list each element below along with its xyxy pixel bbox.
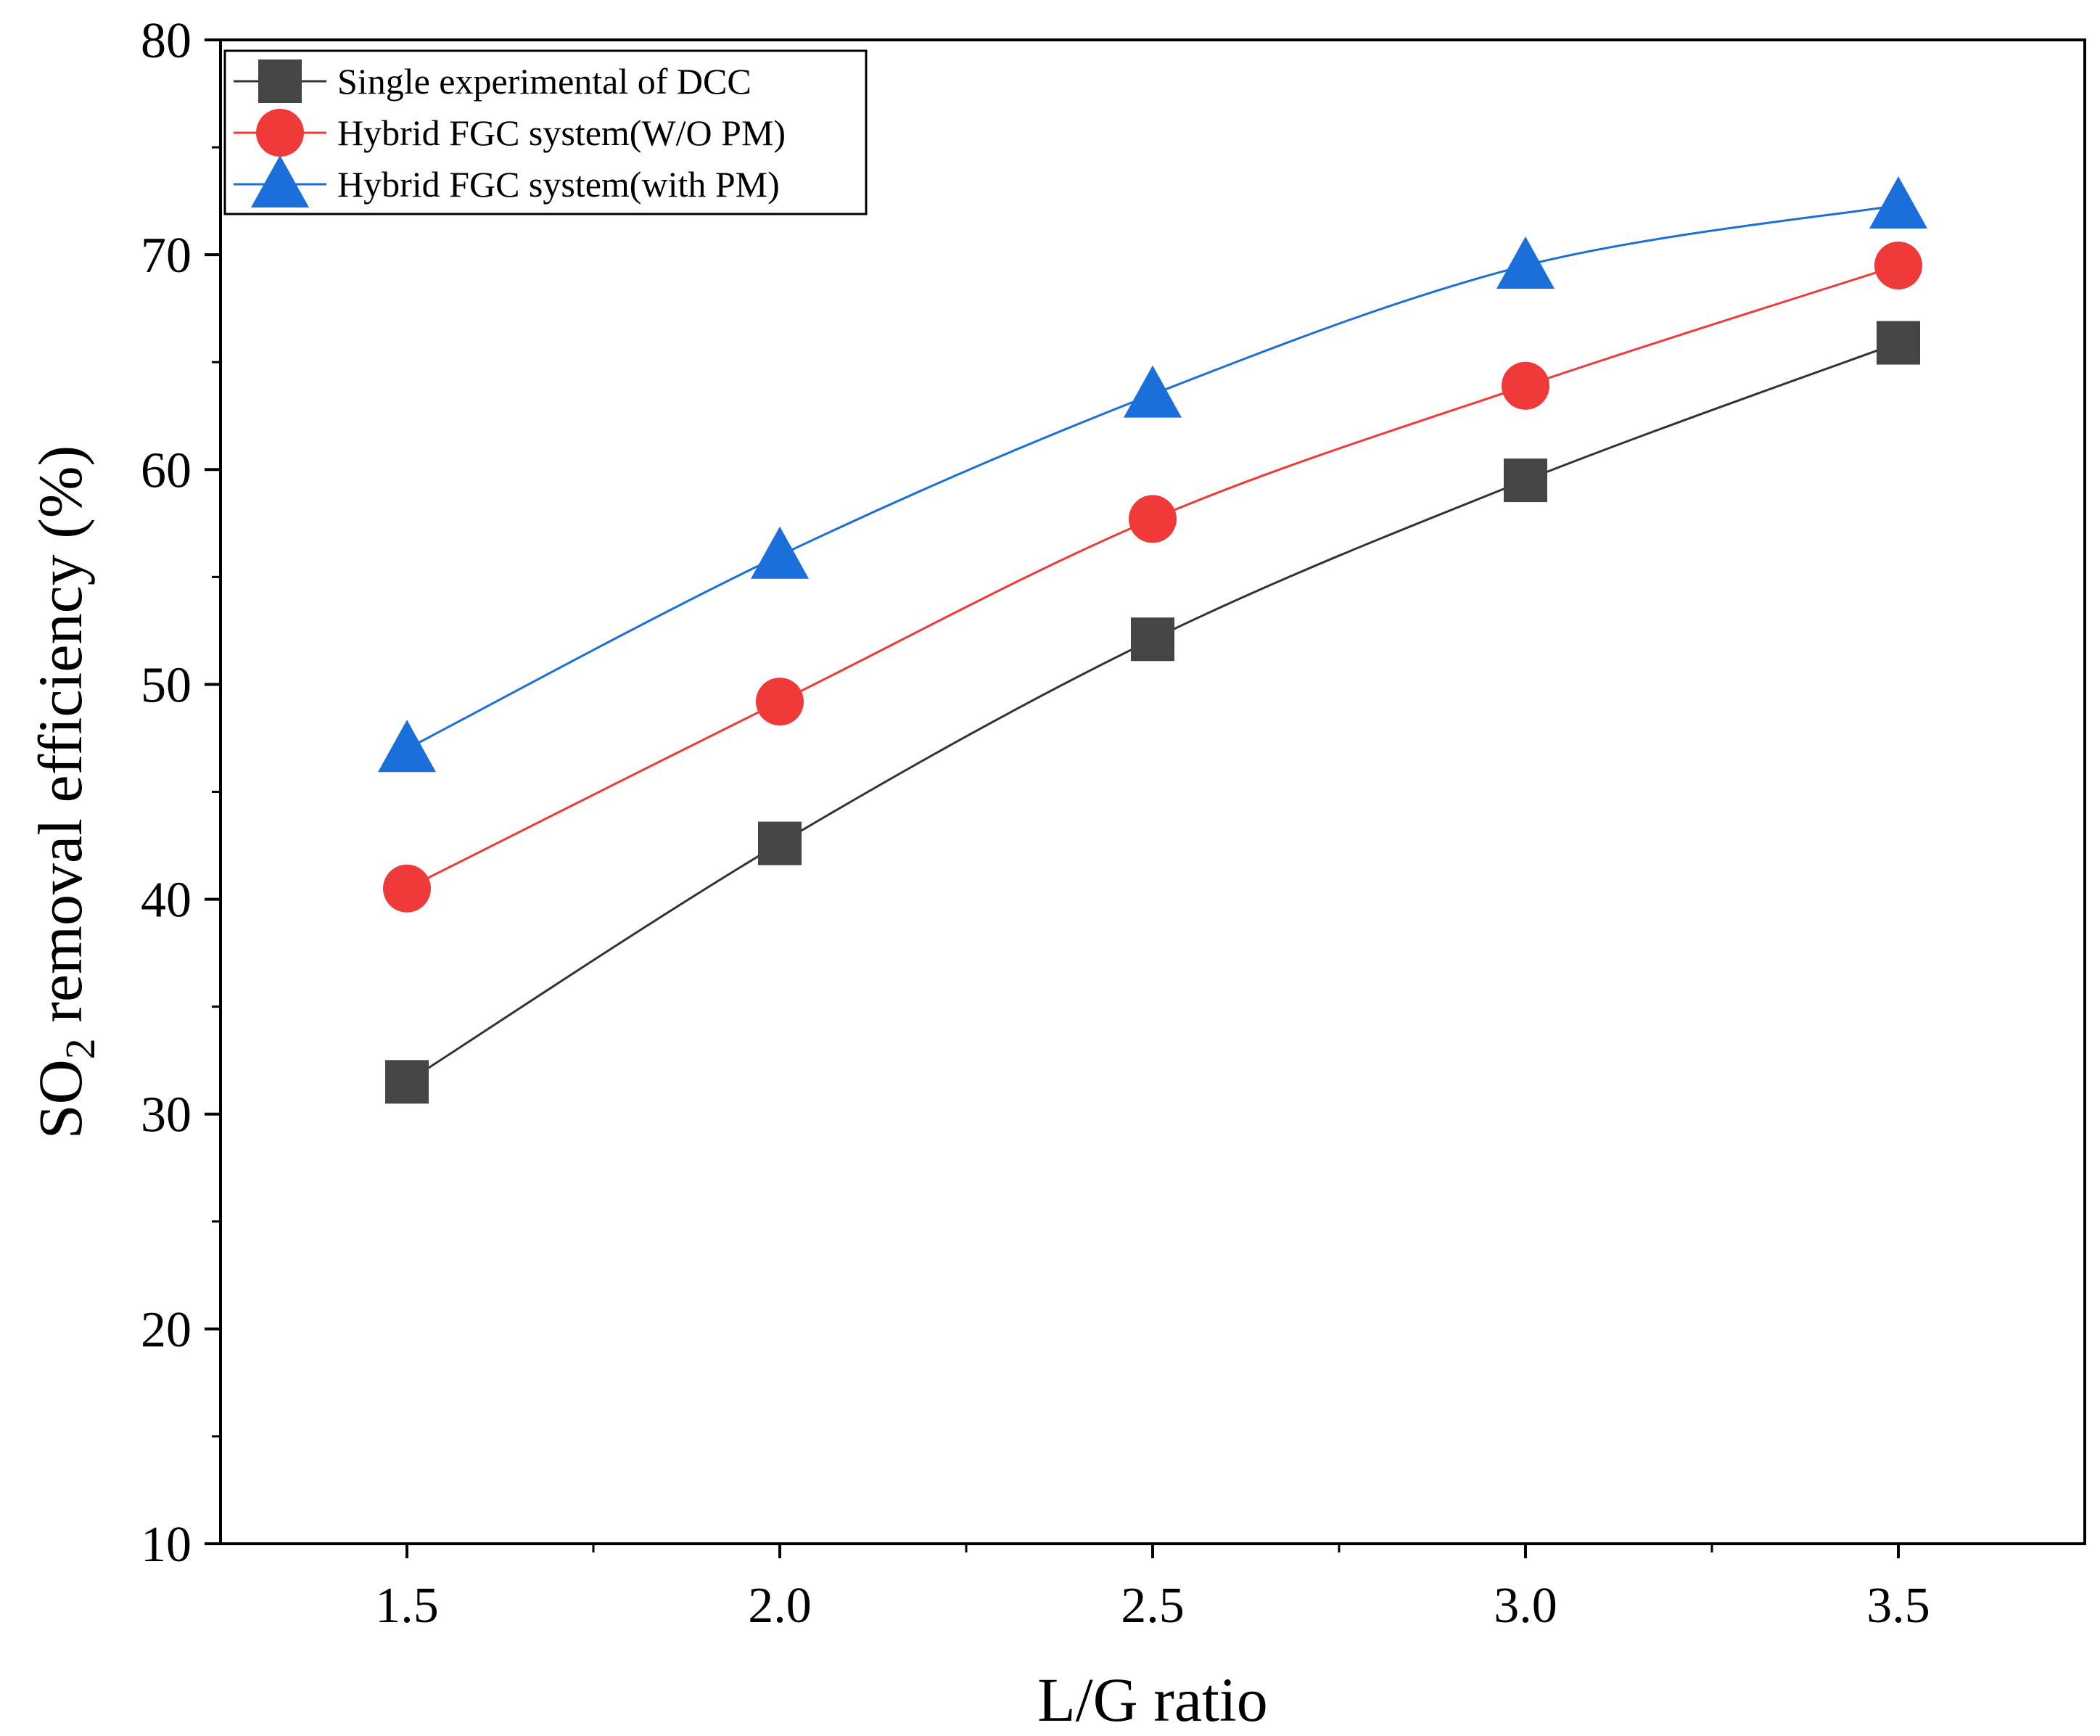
x-axis-title: L/G ratio	[1037, 1665, 1268, 1735]
x-tick-label: 1.5	[375, 1578, 439, 1634]
series-markers	[378, 176, 1927, 1104]
y-tick-label: 40	[141, 873, 192, 929]
legend-marker	[251, 155, 309, 207]
series-2-point	[383, 864, 431, 913]
series-1-point	[1877, 321, 1920, 365]
series-line-2	[406, 264, 1899, 890]
legend-label: Single experimental of DCC	[337, 61, 752, 102]
x-tick-label: 3.5	[1866, 1578, 1930, 1634]
y-tick-label: 60	[141, 443, 192, 498]
legend-marker	[258, 59, 302, 103]
series-2-point	[1874, 241, 1922, 289]
series-1-point	[1504, 458, 1547, 503]
y-axis-title-subscript: 2	[57, 1038, 104, 1059]
y-tick-label: 20	[141, 1302, 192, 1358]
y-tick-label: 30	[141, 1087, 192, 1143]
legend-items: Single experimental of DCC Hybrid FGC sys…	[234, 59, 786, 207]
series-2-point	[756, 678, 804, 726]
series-line-3	[406, 204, 1899, 750]
series-1-point	[758, 821, 802, 865]
y-tick-label: 70	[141, 228, 192, 284]
legend-marker	[256, 109, 304, 157]
y-tick-label: 10	[141, 1517, 192, 1573]
plot-frame	[219, 38, 2086, 1545]
series-1-point	[385, 1060, 429, 1104]
legend-label: Hybrid FGC system(with PM)	[337, 164, 780, 205]
legend-box	[223, 49, 868, 215]
x-axis-ticks: 1.5 2.0 2.5 3.0 3.5	[375, 1544, 1930, 1634]
x-tick-label: 3.0	[1494, 1578, 1557, 1634]
y-axis-ticks: 10 20 30 40 50 60 70 80	[141, 13, 221, 1573]
series-2-point	[1129, 495, 1177, 543]
series-1-point	[1131, 617, 1174, 662]
x-tick-label: 2.5	[1121, 1578, 1185, 1634]
y-tick-label: 80	[141, 13, 192, 69]
legend-label: Hybrid FGC system(W/O PM)	[337, 112, 786, 153]
y-axis-title-suffix: removal efficiency (%)	[25, 445, 95, 1038]
y-tick-label: 50	[141, 657, 192, 713]
y-axis-title: SO2 removal efficiency (%)	[25, 445, 104, 1139]
series-line-1	[406, 342, 1899, 1083]
series-3-point	[1124, 365, 1182, 418]
series-2-point	[1502, 361, 1549, 410]
series-3-point	[1496, 236, 1555, 289]
series-3-point	[751, 526, 809, 579]
series-3-point	[378, 720, 436, 773]
y-axis-title-prefix: SO	[25, 1059, 95, 1139]
series-3-point	[1869, 176, 1927, 229]
x-tick-label: 2.0	[748, 1578, 812, 1634]
legend: Single experimental of DCC Hybrid FGC sys…	[223, 49, 868, 215]
